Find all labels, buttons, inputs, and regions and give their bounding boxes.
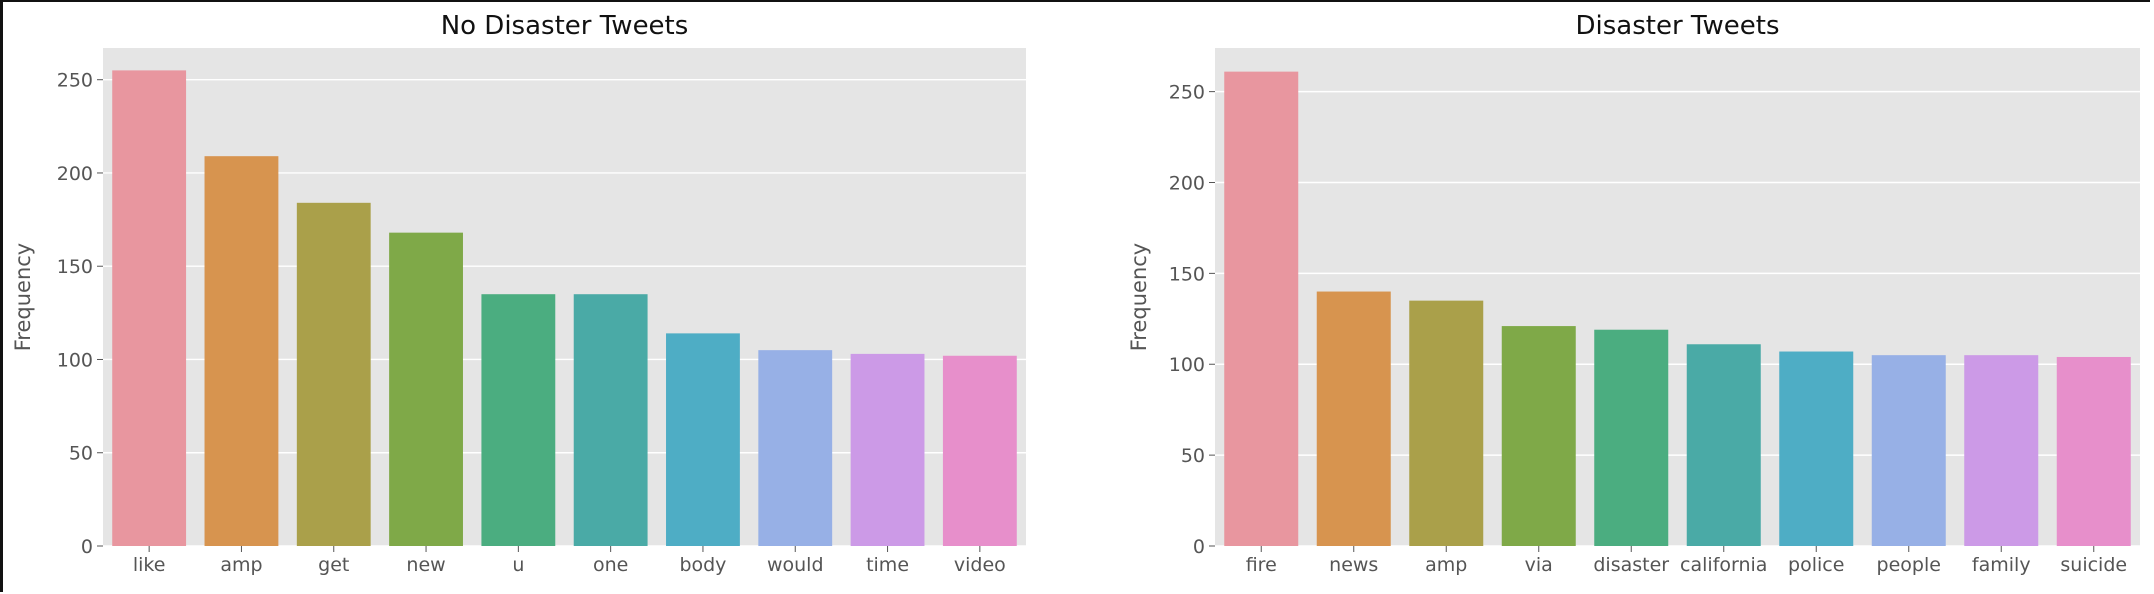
bar-would: [758, 350, 833, 546]
x-tick-label: body: [679, 554, 726, 576]
bar-one: [573, 294, 648, 546]
y-tick-label: 100: [57, 349, 93, 371]
x-tick-label: disaster: [1593, 554, 1669, 576]
x-tick-label: california: [1680, 554, 1767, 576]
x-tick-label: police: [1788, 554, 1844, 576]
bar-new: [389, 232, 463, 547]
x-tick-label: time: [866, 554, 909, 576]
x-tick-label: like: [133, 554, 166, 576]
bar-suicide: [2056, 356, 2131, 546]
bar-amp: [1409, 300, 1484, 546]
x-tick-label: amp: [1425, 554, 1467, 576]
x-tick-label: fire: [1246, 554, 1277, 576]
bar-u: [481, 294, 556, 546]
bar-time: [850, 353, 925, 546]
bar-body: [666, 333, 740, 546]
x-tick-label: get: [318, 554, 349, 576]
y-tick-label: 250: [57, 70, 93, 92]
y-tick-label: 250: [1169, 82, 1205, 104]
x-tick-label: family: [1972, 554, 2031, 576]
y-axis-ticks: 0 50 100 150 200 250: [1169, 82, 1215, 558]
x-tick-label: u: [512, 554, 524, 576]
bar-amp: [204, 156, 279, 546]
x-tick-label: amp: [220, 554, 262, 576]
y-tick-label: 150: [1169, 263, 1205, 285]
bar-via: [1501, 326, 1576, 546]
y-tick-label: 150: [57, 256, 93, 278]
bar-video: [942, 355, 1017, 546]
y-axis-ticks: 0 50 100 150 200 250: [57, 70, 103, 558]
y-axis-label: Frequency: [11, 243, 35, 352]
bar-california: [1686, 344, 1761, 546]
y-tick-label: 0: [1193, 536, 1205, 558]
y-tick-label: 200: [1169, 172, 1205, 194]
x-tick-label: via: [1525, 554, 1553, 576]
chart-disaster-tweets: 0 50 100 150 200 250 fire news amp via disaster ca…: [1127, 11, 2140, 576]
chart-title: No Disaster Tweets: [441, 11, 689, 41]
y-tick-label: 100: [1169, 354, 1205, 376]
bar-fire: [1224, 71, 1299, 546]
bar-people: [1871, 355, 1946, 546]
chart-title: Disaster Tweets: [1576, 11, 1780, 41]
x-tick-label: one: [593, 554, 628, 576]
bar-disaster: [1594, 329, 1669, 546]
x-tick-label: suicide: [2060, 554, 2127, 576]
x-tick-label: new: [406, 554, 445, 576]
x-tick-label: would: [767, 554, 824, 576]
bar-family: [1964, 355, 2039, 546]
y-tick-label: 200: [57, 163, 93, 185]
y-tick-label: 50: [1181, 445, 1205, 467]
x-tick-label: video: [954, 554, 1006, 576]
bar-group: [112, 70, 1017, 547]
bar-like: [112, 70, 187, 546]
bar-group: [1224, 71, 2131, 546]
x-axis-ticks: like amp get new u one body would time video: [133, 546, 1006, 576]
x-axis-ticks: fire news amp via disaster california police pe…: [1246, 546, 2127, 576]
chart-no-disaster-tweets: 0 50 100 150 200 250 like amp get new u one body wou…: [11, 11, 1026, 576]
bar-news: [1316, 291, 1391, 546]
y-tick-label: 50: [69, 443, 93, 465]
bar-get: [296, 202, 371, 546]
y-tick-label: 0: [81, 536, 93, 558]
x-tick-label: news: [1329, 554, 1378, 576]
bar-police: [1779, 351, 1854, 546]
y-axis-label: Frequency: [1127, 243, 1151, 352]
x-tick-label: people: [1877, 554, 1941, 576]
